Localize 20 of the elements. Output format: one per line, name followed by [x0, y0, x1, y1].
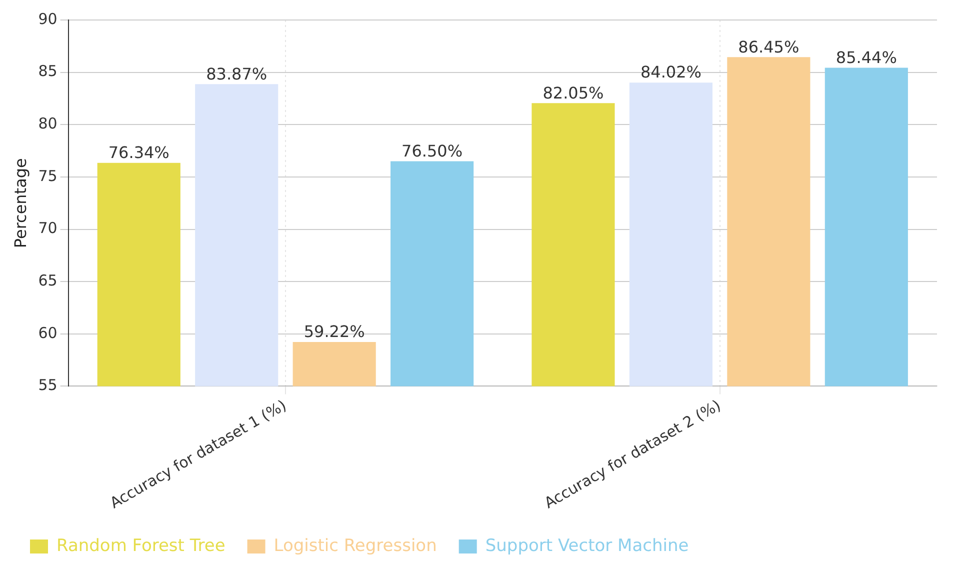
data-label: 84.02% [640, 62, 702, 82]
data-label: 83.87% [206, 64, 268, 84]
data-label: 85.44% [836, 48, 897, 67]
y-axis-title: Percentage [10, 158, 30, 248]
y-tick-label: 75 [38, 166, 58, 185]
data-label: 86.45% [738, 37, 800, 56]
legend-label: Random Forest Tree [56, 536, 226, 556]
data-label: 82.05% [542, 83, 604, 102]
y-tick-label: 90 [38, 10, 58, 28]
y-tick-label: 65 [38, 271, 58, 290]
legend-label: Logistic Regression [274, 536, 437, 556]
data-label: 59.22% [304, 322, 365, 342]
y-tick-label: 70 [38, 219, 58, 238]
y-tick-label: 60 [38, 324, 58, 342]
data-label: 76.50% [402, 141, 463, 160]
y-tick-label: 80 [38, 114, 58, 133]
y-tick-label: 85 [38, 62, 58, 80]
data-label: 76.34% [108, 143, 170, 162]
legend-label: Support Vector Machine [485, 536, 689, 556]
y-tick-label: 55 [38, 376, 58, 394]
